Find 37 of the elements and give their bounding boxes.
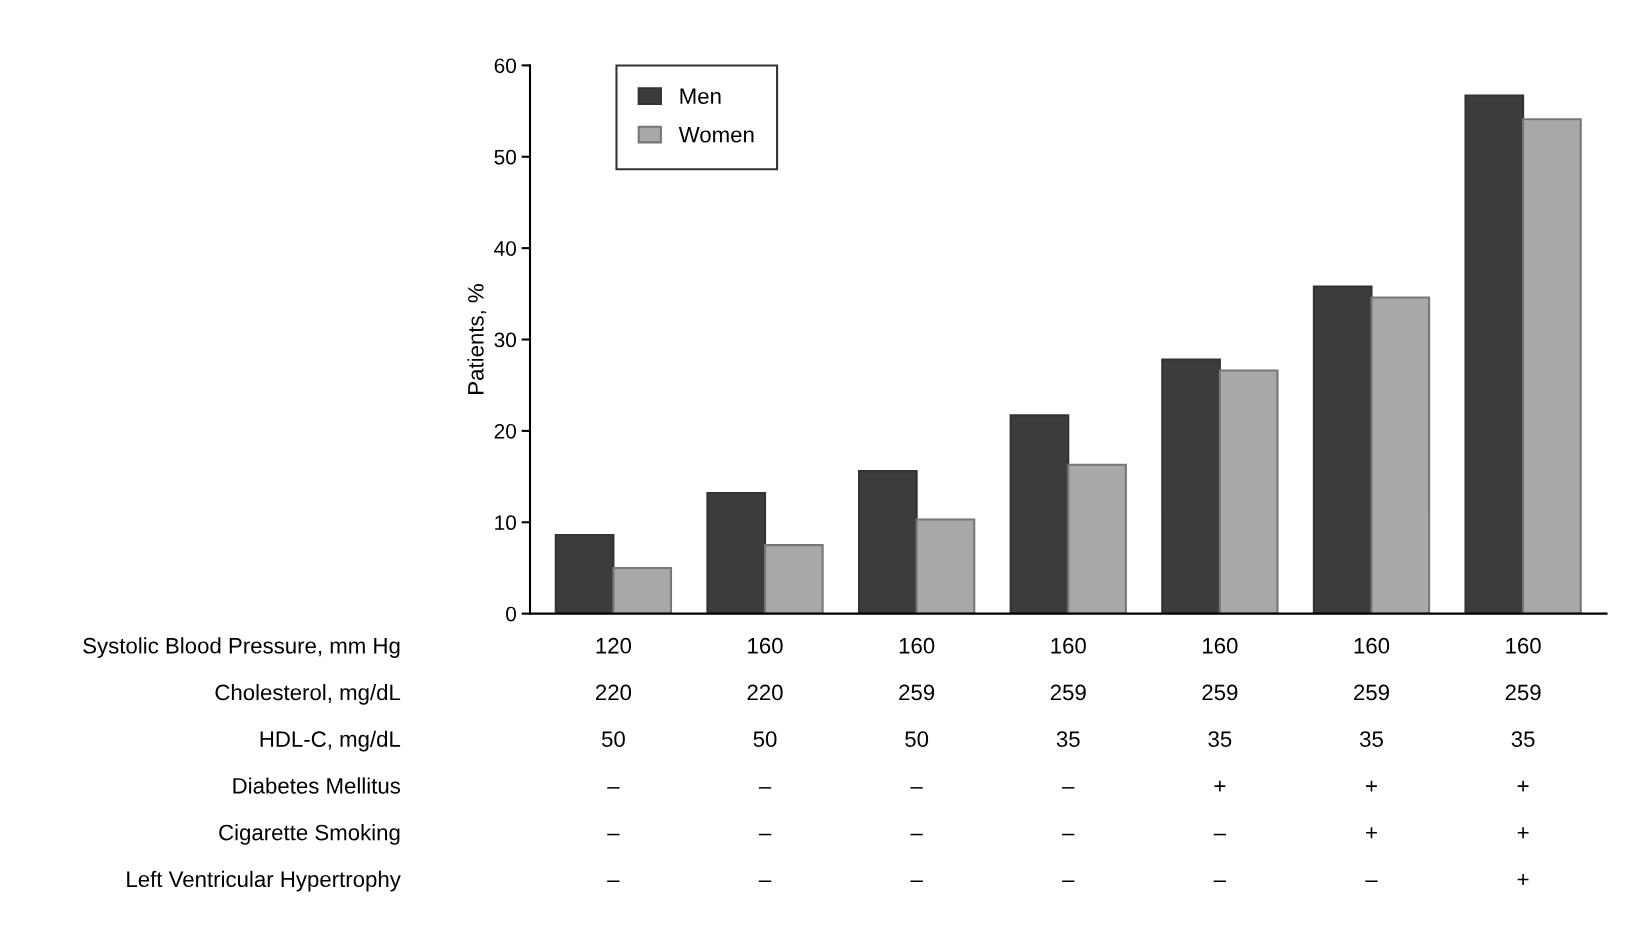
- category-label: 160 259 35 + + –: [1354, 637, 1390, 882]
- bar: [1009, 414, 1070, 614]
- bar: [1522, 118, 1582, 614]
- bar: [1370, 296, 1431, 614]
- text: Cigarette Smoking: [219, 824, 400, 845]
- bar: [1312, 285, 1373, 614]
- legend-label: Women: [678, 127, 754, 143]
- y-tick-label: 20: [494, 423, 517, 439]
- category-label: 120 220 50 – – –: [595, 637, 632, 882]
- category-label: 160 220 50 – – –: [747, 637, 783, 882]
- y-tick-label: 10: [495, 515, 517, 531]
- bar: [612, 566, 673, 614]
- text: Left Ventricular Hypertrophy: [127, 870, 401, 892]
- bar: [857, 470, 918, 614]
- category-label: 160 259 35 + – –: [1202, 637, 1238, 882]
- bar: [706, 491, 767, 614]
- bar: [1067, 463, 1127, 614]
- y-tick-label: 30: [494, 332, 517, 348]
- y-tick-label: 40: [494, 241, 517, 256]
- category-label: 160 259 35 – – –: [1050, 637, 1086, 882]
- category-label: 160 259 50 – – –: [899, 637, 935, 882]
- bar: [1464, 94, 1525, 614]
- y-tick-label: 60: [494, 58, 517, 74]
- y-tick-label: 50: [494, 149, 517, 165]
- text: HDL-C, mg/dL: [260, 730, 401, 752]
- bar: [1218, 369, 1279, 614]
- bar: [554, 534, 615, 614]
- y-tick-label: 0: [506, 606, 516, 622]
- y-axis-title: Patients, %: [467, 284, 487, 394]
- text: Diabetes Mellitus: [233, 777, 401, 794]
- bar: [915, 518, 976, 614]
- text: Cholesterol, mg/dL: [215, 683, 401, 705]
- bar: [1161, 358, 1221, 614]
- text: Systolic Blood Pressure, mm Hg: [83, 637, 400, 658]
- legend-label: Men: [680, 88, 721, 105]
- category-label: 160 259 35 + + +: [1505, 637, 1541, 885]
- bar: [763, 544, 824, 614]
